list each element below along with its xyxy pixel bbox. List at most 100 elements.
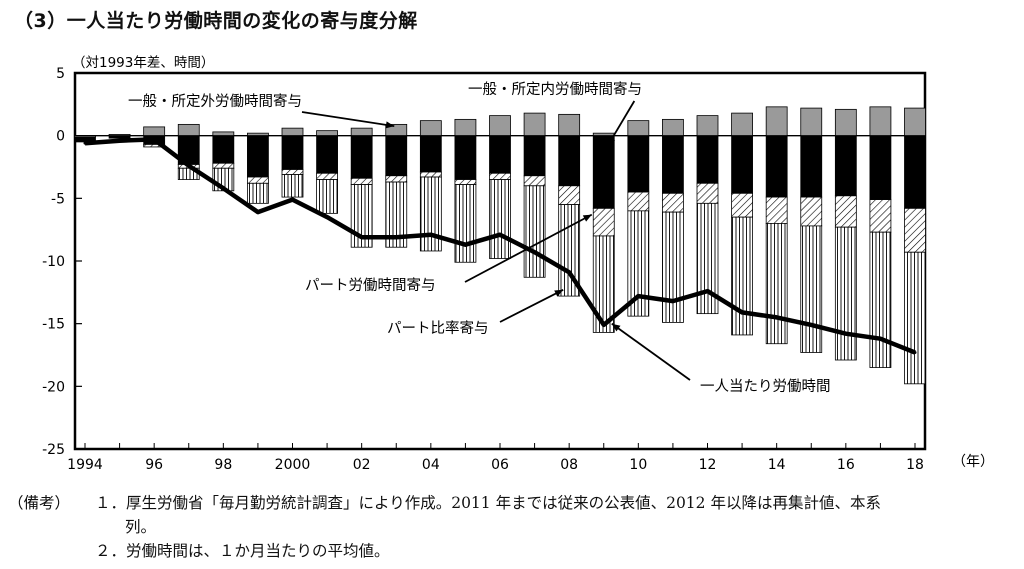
- note-1-continuation: 列。: [125, 518, 157, 536]
- bar-general-overtime: [523, 112, 546, 137]
- y-tick-label: -5: [51, 191, 65, 207]
- line-point: [360, 235, 364, 239]
- x-tick-label: 98: [214, 457, 232, 473]
- line-point: [256, 210, 260, 214]
- annotation-general-scheduled: 一般・所定内労働時間寄与: [468, 80, 642, 98]
- line-point: [775, 315, 779, 319]
- x-tick-label: 2000: [275, 457, 311, 473]
- line-point: [706, 289, 709, 293]
- bar-general-overtime: [869, 106, 892, 137]
- bar-general-scheduled: [662, 135, 684, 194]
- bar-general-overtime: [212, 131, 235, 137]
- bar-part-hours: [834, 195, 857, 228]
- arrow-general-scheduled: [606, 100, 636, 147]
- x-tick-label: 16: [837, 457, 855, 473]
- bar-general-overtime: [419, 120, 442, 137]
- bar-part-hours: [558, 185, 581, 206]
- line-point: [498, 233, 502, 237]
- line-point: [429, 233, 433, 237]
- bar-general-overtime: [558, 113, 581, 137]
- arrow-part-hours-head: [582, 214, 592, 222]
- bar-general-overtime: [731, 112, 753, 137]
- bar-part-ratio: [558, 204, 581, 297]
- line-point: [602, 323, 606, 327]
- bar-part-hours: [523, 175, 546, 187]
- bar-part-hours: [316, 172, 338, 180]
- x-tick-label: 10: [629, 457, 647, 473]
- arrow-part-hours: [464, 213, 593, 283]
- x-tick-label: 04: [422, 457, 440, 473]
- bar-general-scheduled: [765, 135, 788, 198]
- bar-general-scheduled: [385, 135, 408, 177]
- bar-part-hours: [247, 176, 269, 184]
- bar-general-scheduled: [350, 135, 373, 179]
- bar-part-hours: [489, 172, 511, 180]
- bar-part-hours: [731, 192, 753, 218]
- bar-part-ratio: [385, 181, 408, 248]
- bar-part-ratio: [662, 211, 684, 323]
- line-point: [913, 350, 917, 354]
- y-tick-label: -10: [42, 254, 65, 270]
- bar-part-hours: [350, 177, 373, 185]
- y-tick-label: -15: [42, 317, 65, 333]
- line-point: [740, 310, 744, 314]
- arrow-per-capita-hours-head: [611, 323, 621, 332]
- bar-general-scheduled: [523, 135, 546, 177]
- line-point: [394, 235, 398, 239]
- bar-general-overtime: [834, 108, 857, 137]
- bar-general-scheduled: [800, 135, 823, 198]
- line-point: [878, 337, 882, 341]
- bar-part-hours: [627, 191, 650, 212]
- annotation-part-hours: パート労働時間寄与: [305, 276, 436, 294]
- bar-general-scheduled: [731, 135, 753, 194]
- bar-general-scheduled: [281, 135, 304, 170]
- bar-part-ratio: [454, 184, 477, 263]
- note-1-number: １．: [95, 494, 127, 512]
- x-axis-unit: （年）: [952, 454, 994, 470]
- bar-general-overtime: [904, 107, 926, 137]
- line-point: [567, 270, 571, 274]
- bar-general-scheduled: [869, 135, 892, 200]
- bar-part-ratio: [800, 225, 823, 353]
- bar-general-scheduled: [489, 135, 511, 174]
- line-point: [636, 294, 640, 298]
- bar-general-overtime: [765, 106, 788, 137]
- bar-part-hours: [765, 196, 788, 224]
- bar-part-hours: [904, 207, 926, 253]
- page-title: （3）一人当たり労働時間の変化の寄与度分解: [14, 10, 418, 32]
- bar-general-overtime: [350, 127, 373, 137]
- annotation-general-overtime: 一般・所定外労働時間寄与: [128, 92, 302, 110]
- bar-general-overtime: [627, 120, 650, 137]
- bar-part-ratio: [869, 231, 892, 368]
- y-axis-label: （対1993年差、時間）: [72, 55, 214, 71]
- bar-general-overtime: [489, 115, 511, 137]
- x-tick-label: 08: [560, 457, 578, 473]
- arrow-per-capita-hours: [611, 322, 691, 381]
- x-tick-label: 1994: [67, 457, 103, 473]
- bar-general-overtime: [316, 130, 338, 137]
- line-point: [809, 323, 813, 327]
- bar-part-hours: [454, 179, 477, 185]
- bar-general-overtime: [662, 118, 684, 137]
- bar-part-hours: [800, 196, 823, 227]
- bar-general-scheduled: [627, 135, 650, 193]
- note-2-number: ２．: [95, 542, 127, 560]
- x-tick-label: 06: [491, 457, 509, 473]
- line-point: [325, 215, 329, 219]
- bar-general-scheduled: [834, 135, 857, 197]
- bar-part-ratio: [834, 226, 857, 361]
- bar-general-scheduled: [696, 135, 719, 184]
- arrow-general-overtime: [301, 111, 395, 128]
- x-tick-label: 12: [699, 457, 717, 473]
- arrow-part-ratio: [499, 289, 564, 323]
- bar-part-ratio: [281, 174, 304, 198]
- bar-general-scheduled: [592, 135, 615, 209]
- bar-general-overtime: [696, 115, 719, 137]
- bar-general-scheduled: [558, 135, 581, 187]
- bar-part-hours: [869, 199, 892, 233]
- x-tick-label: 02: [353, 457, 371, 473]
- note-1-text: 厚生労働省「毎月勤労統計調査」により作成。2011 年までは従来の公表値、201…: [126, 494, 881, 512]
- bar-part-ratio: [765, 222, 788, 345]
- x-tick-label: 96: [145, 457, 163, 473]
